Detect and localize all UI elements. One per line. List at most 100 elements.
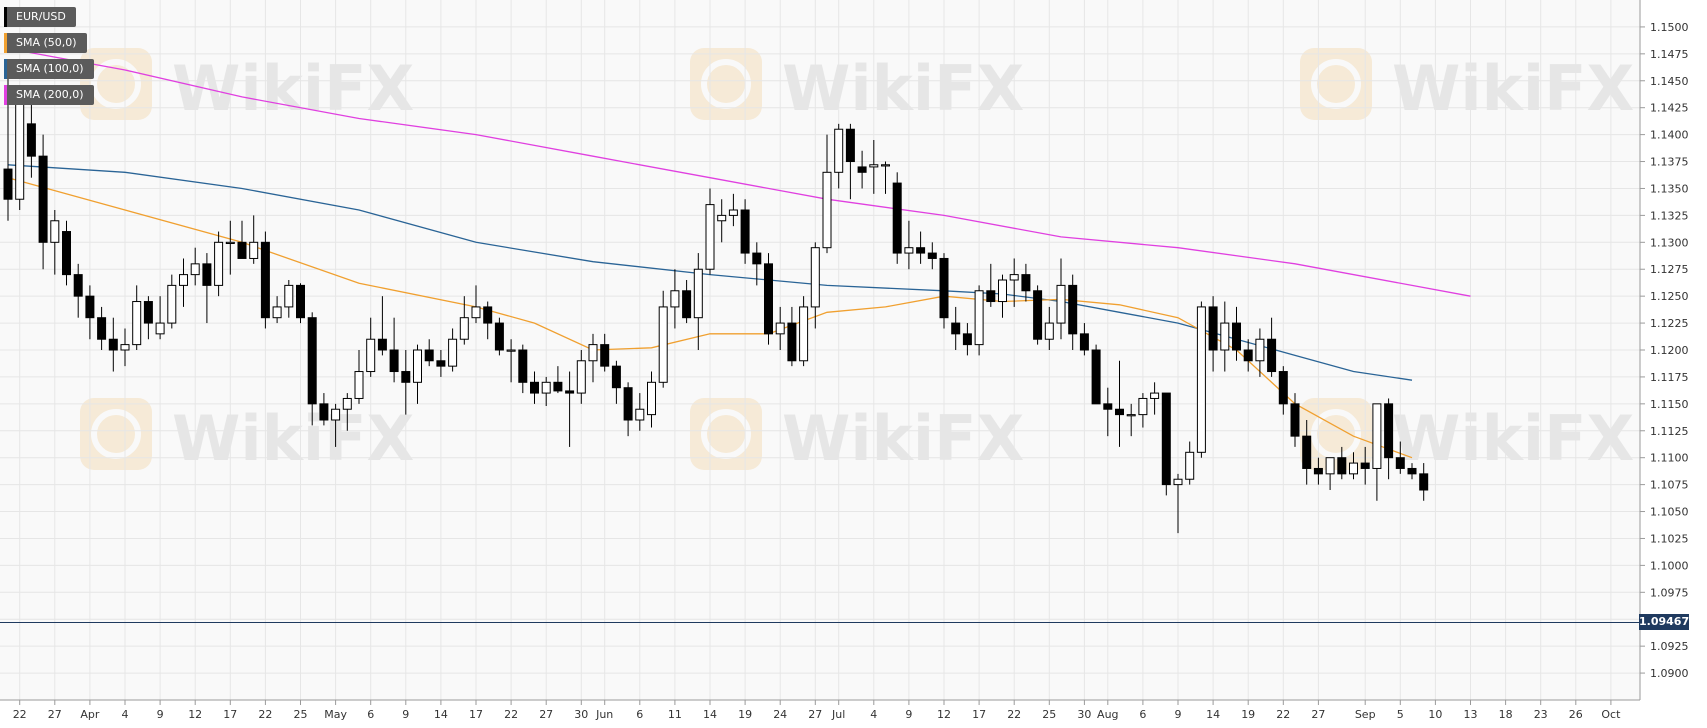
candle[interactable] [202,253,212,324]
candle[interactable] [565,371,575,447]
candle[interactable] [1384,398,1394,480]
candle[interactable] [1161,392,1171,496]
candle[interactable] [73,263,83,318]
legend-item-sma200[interactable]: SMA (200,0) [4,83,94,105]
candle[interactable] [401,350,411,415]
candle[interactable] [436,350,446,377]
candle[interactable] [764,253,773,345]
candle[interactable] [775,306,785,350]
candle[interactable] [951,306,961,350]
candle[interactable] [857,150,867,189]
candle[interactable] [1255,328,1265,377]
candle[interactable] [249,215,259,264]
candle[interactable] [272,296,282,324]
candle[interactable] [1103,387,1113,437]
legend-item-sma100[interactable]: SMA (100,0) [4,57,94,79]
candle[interactable] [38,134,48,270]
candle[interactable] [1115,360,1124,447]
candle[interactable] [658,290,668,388]
candle[interactable] [1407,463,1417,480]
candle[interactable] [389,317,399,383]
candle[interactable] [588,333,598,383]
candle[interactable] [1056,258,1066,340]
candle[interactable] [108,317,118,372]
candle[interactable] [1126,403,1136,437]
candle[interactable] [717,199,727,243]
candle[interactable] [740,199,750,264]
candle[interactable] [15,91,25,210]
candle[interactable] [1337,446,1347,480]
candle[interactable] [623,382,633,437]
candle[interactable] [1068,274,1078,350]
candle[interactable] [1033,285,1043,345]
candle[interactable] [822,134,832,254]
candle[interactable] [448,328,458,372]
candle[interactable] [904,220,914,270]
candle[interactable] [1196,301,1206,458]
candle[interactable] [342,393,352,431]
candle[interactable] [810,242,820,329]
legend-item-eurusd[interactable]: EUR/USD [4,5,94,27]
candle[interactable] [1138,393,1148,428]
candle[interactable] [85,285,95,340]
candle[interactable] [319,393,329,426]
candle[interactable] [974,285,984,356]
candle[interactable] [237,220,247,259]
candle[interactable] [1243,339,1253,372]
candle[interactable] [179,258,188,307]
candle[interactable] [1021,263,1031,302]
candle[interactable] [962,323,972,356]
candle[interactable] [881,161,890,194]
candle[interactable] [97,306,107,350]
candle[interactable] [1278,366,1288,415]
candle[interactable] [1185,441,1195,485]
candle[interactable] [26,91,36,178]
candle[interactable] [494,317,504,356]
candle[interactable] [530,371,539,404]
candle[interactable] [998,274,1007,318]
candle[interactable] [682,280,692,324]
candle[interactable] [986,263,996,307]
candle[interactable] [1290,393,1300,447]
candle[interactable] [1267,317,1277,377]
candle[interactable] [927,242,937,270]
candle[interactable] [1208,296,1218,372]
candle[interactable] [799,296,809,367]
candle[interactable] [331,403,341,447]
candle[interactable] [225,220,235,275]
candle[interactable] [1079,323,1089,356]
candle[interactable] [471,285,481,324]
candle[interactable] [483,301,493,340]
candle[interactable] [155,296,165,340]
candle[interactable] [459,296,469,345]
candle[interactable] [845,123,855,200]
candle[interactable] [354,350,364,404]
candle[interactable] [892,172,902,264]
candle[interactable] [1091,344,1101,405]
candle[interactable] [939,253,949,329]
candle[interactable] [307,312,317,426]
candle[interactable] [834,123,844,189]
candle[interactable] [62,220,71,286]
candle[interactable] [635,393,645,431]
candle[interactable] [366,317,376,377]
candle[interactable] [1325,457,1335,490]
candle[interactable] [120,328,130,367]
candle[interactable] [377,296,387,356]
candle[interactable] [670,269,680,329]
candle[interactable] [284,280,294,318]
candle[interactable] [1173,473,1183,534]
candle[interactable] [1232,306,1241,361]
candle[interactable] [167,274,177,329]
candle[interactable] [518,344,528,394]
candle[interactable] [1302,420,1312,485]
candle[interactable] [132,285,142,350]
candle[interactable] [1009,258,1019,307]
candle[interactable] [647,371,656,428]
candle[interactable] [752,242,762,286]
candle[interactable] [296,283,305,324]
candle[interactable] [611,360,621,404]
candle[interactable] [1395,441,1405,474]
candle[interactable] [1220,301,1230,372]
candle[interactable] [143,296,153,340]
